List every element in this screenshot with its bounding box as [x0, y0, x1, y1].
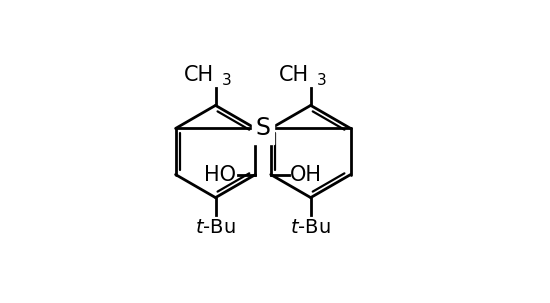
Text: $\it{t}$-Bu: $\it{t}$-Bu [290, 218, 331, 237]
Text: 3: 3 [317, 73, 327, 88]
Text: $\it{t}$-Bu: $\it{t}$-Bu [195, 218, 236, 237]
Text: 3: 3 [222, 73, 232, 88]
Text: OH: OH [290, 165, 322, 185]
Text: CH: CH [279, 65, 309, 85]
Text: S: S [256, 116, 271, 141]
Text: HO: HO [204, 165, 236, 185]
Text: CH: CH [184, 65, 214, 85]
